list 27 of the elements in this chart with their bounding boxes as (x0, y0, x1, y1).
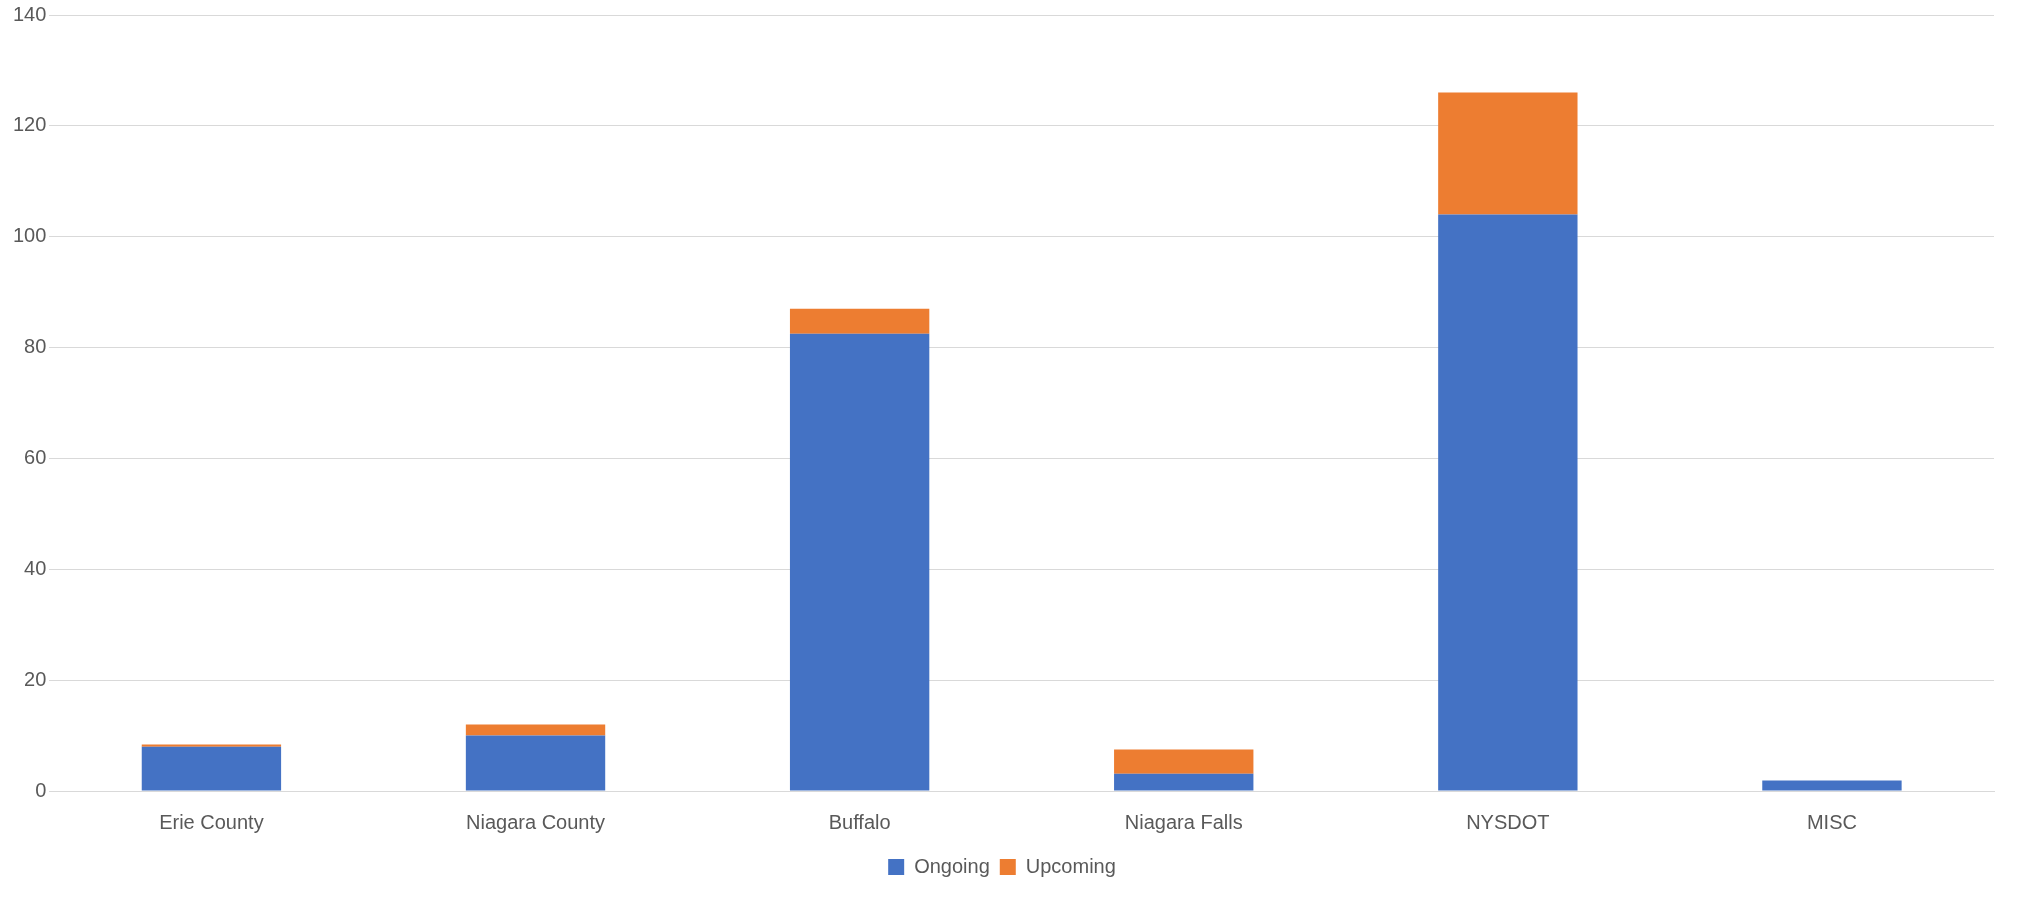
bar (1762, 780, 1902, 791)
x-tick-label: Buffalo (828, 810, 891, 833)
y-tick-label: 80 (24, 335, 47, 358)
bar (465, 724, 606, 736)
x-tick-label: Niagara Falls (1124, 810, 1243, 833)
bar (465, 735, 606, 791)
y-tick-label: 120 (12, 113, 47, 136)
bar (141, 746, 282, 791)
y-tick-label: 40 (24, 556, 47, 579)
bar (1114, 773, 1254, 791)
bar (1114, 749, 1254, 774)
x-tick-label: MISC (1806, 810, 1857, 833)
x-tick-label: NYSDOT (1466, 810, 1550, 833)
x-tick-label: Erie County (159, 810, 264, 833)
bar (141, 744, 282, 747)
y-tick-label: 0 (35, 778, 47, 801)
bar (1438, 92, 1578, 215)
bar (789, 308, 930, 334)
y-tick-label: 20 (24, 667, 47, 690)
bar (789, 333, 930, 791)
x-tick-label: Niagara County (466, 810, 606, 833)
legend-label: Upcoming (1025, 854, 1116, 877)
legend-label: Ongoing (914, 854, 990, 877)
bar (1438, 214, 1578, 791)
y-tick-label: 100 (12, 224, 47, 247)
y-tick-label: 60 (24, 445, 47, 468)
y-tick-label: 140 (12, 2, 47, 25)
